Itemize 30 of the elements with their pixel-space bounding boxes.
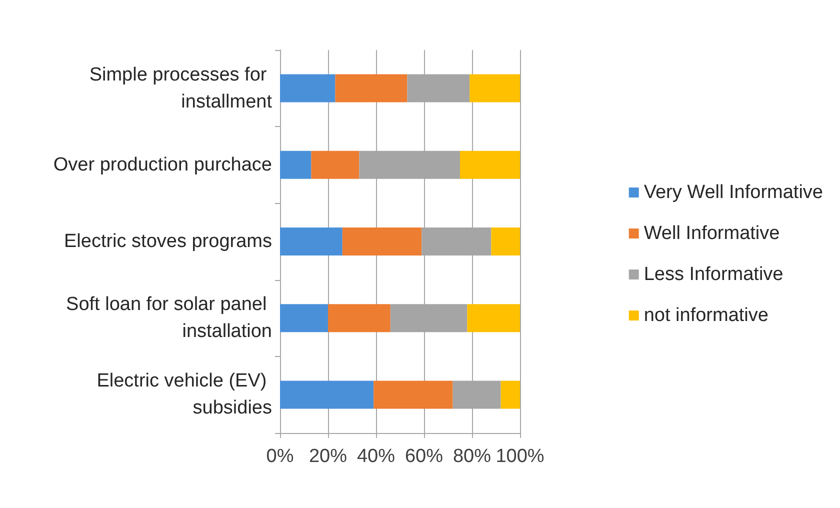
y-tick-label: Electric stoves programs — [64, 231, 272, 252]
bar — [280, 304, 328, 332]
bar — [500, 380, 520, 409]
x-tick-label: 0% — [266, 446, 294, 467]
bar — [280, 380, 374, 409]
y-tick-label: Over production purchace — [53, 154, 272, 176]
bar — [280, 228, 342, 256]
x-tick-label: 40% — [356, 446, 396, 467]
bar — [328, 304, 390, 332]
bar — [280, 150, 312, 179]
x-tick-label: 100% — [496, 446, 544, 467]
bar — [467, 304, 520, 332]
bar — [491, 228, 520, 256]
y-tick-label: Electric vehicle (EV) subsidies — [96, 370, 272, 419]
bar — [335, 74, 408, 102]
legend-label: Well Informative — [644, 223, 780, 244]
x-tick-label: 80% — [452, 446, 492, 467]
y-tick-label: Soft loan for solar panel installation — [66, 294, 272, 342]
x-tick-label: 20% — [308, 446, 348, 467]
legend-label: Less Informative — [644, 264, 784, 285]
legend-label: not informative — [644, 305, 768, 326]
bar — [374, 380, 453, 409]
bar — [342, 228, 422, 256]
bar — [470, 74, 520, 102]
bar — [311, 150, 360, 179]
legend-label: Very Well Informative — [644, 182, 823, 203]
bar — [280, 74, 336, 102]
x-tick-label: 60% — [404, 446, 444, 467]
y-tick-label: Simple processes for installment — [89, 64, 273, 112]
bar — [460, 150, 520, 179]
